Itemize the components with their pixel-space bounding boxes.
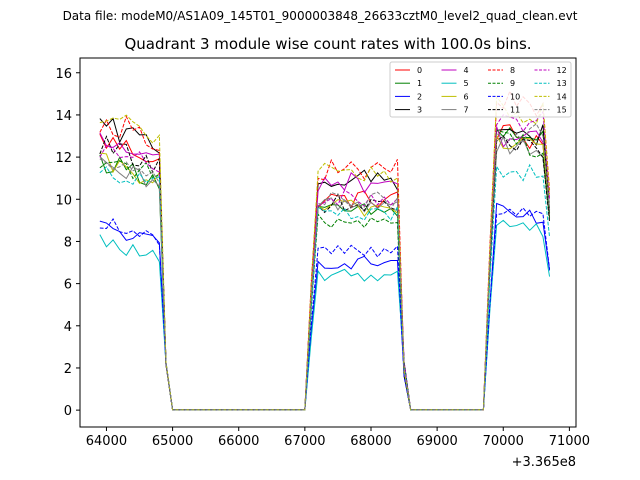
plot-frame bbox=[79, 57, 577, 428]
legend-label-12: 12 bbox=[557, 66, 567, 75]
legend-label-3: 3 bbox=[417, 106, 422, 115]
x-tick-label: 68000 bbox=[350, 434, 391, 449]
legend-label-9: 9 bbox=[510, 79, 515, 88]
chart-suptitle: Data file: modeM0/AS1A09_145T01_90000038… bbox=[63, 9, 578, 23]
y-tick-label: 6 bbox=[64, 278, 72, 293]
legend-box bbox=[389, 61, 572, 118]
y-tick-label: 8 bbox=[64, 235, 72, 250]
legend-label-0: 0 bbox=[417, 66, 422, 75]
series-layer bbox=[99, 89, 551, 411]
legend-label-5: 5 bbox=[464, 79, 469, 88]
y-tick-label: 16 bbox=[55, 67, 72, 82]
y-tick-label: 4 bbox=[64, 320, 72, 335]
axis-ticks: 64000 65000 66000 67000 68000 69000 70000 71000… bbox=[55, 67, 590, 449]
y-tick-label: 0 bbox=[64, 404, 72, 419]
legend-label-14: 14 bbox=[557, 92, 567, 101]
x-tick-label: 66000 bbox=[218, 434, 259, 449]
x-tick-label: 64000 bbox=[86, 434, 127, 449]
legend-label-1: 1 bbox=[417, 79, 422, 88]
series-line-14 bbox=[99, 95, 551, 411]
legend-label-15: 15 bbox=[557, 106, 567, 115]
x-tick-label: 67000 bbox=[284, 434, 325, 449]
x-tick-label: 70000 bbox=[483, 434, 524, 449]
legend-label-4: 4 bbox=[464, 66, 469, 75]
legend-label-2: 2 bbox=[417, 92, 422, 101]
x-tick-label: 69000 bbox=[416, 434, 457, 449]
y-tick-label: 14 bbox=[55, 109, 72, 124]
legend-label-11: 11 bbox=[510, 106, 520, 115]
x-offset-label: +3.365e8 bbox=[512, 455, 576, 470]
series-line-15 bbox=[99, 123, 551, 411]
x-tick-label: 71000 bbox=[549, 434, 590, 449]
y-tick-label: 12 bbox=[55, 151, 72, 166]
series-line-9 bbox=[99, 129, 551, 411]
legend-label-10: 10 bbox=[510, 92, 520, 101]
chart-title: Quadrant 3 module wise count rates with … bbox=[124, 35, 531, 53]
legend-label-13: 13 bbox=[557, 79, 567, 88]
y-tick-label: 2 bbox=[64, 362, 72, 377]
x-tick-label: 65000 bbox=[152, 434, 193, 449]
legend-label-8: 8 bbox=[510, 66, 515, 75]
y-tick-label: 10 bbox=[55, 193, 72, 208]
legend-label-6: 6 bbox=[464, 92, 469, 101]
legend-label-7: 7 bbox=[464, 106, 469, 115]
